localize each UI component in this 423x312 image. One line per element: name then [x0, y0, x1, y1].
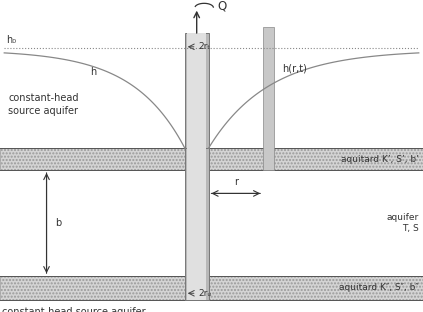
Bar [0, 148, 423, 170]
Bar [187, 148, 206, 300]
Text: aquitard K’, S’, b’: aquitard K’, S’, b’ [341, 155, 419, 163]
Bar [185, 148, 209, 300]
Bar [187, 33, 206, 148]
Bar [263, 27, 274, 170]
Text: 2rₜ: 2rₜ [199, 42, 211, 51]
Text: aquitard K″, S″, b″: aquitard K″, S″, b″ [339, 283, 419, 292]
Text: constant-head source aquifer: constant-head source aquifer [2, 307, 146, 312]
Text: b: b [55, 218, 61, 228]
Text: Q: Q [218, 0, 227, 13]
Text: constant-head
source aquifer: constant-head source aquifer [8, 93, 79, 116]
Text: r: r [234, 177, 238, 187]
Bar [185, 33, 209, 148]
Text: h(r,t): h(r,t) [283, 64, 308, 74]
Text: 2rᵤ: 2rᵤ [199, 289, 212, 298]
Bar [0, 276, 423, 300]
Text: h: h [90, 67, 96, 77]
Text: aquifer
T, S: aquifer T, S [387, 213, 419, 233]
Text: h₀: h₀ [6, 35, 16, 45]
